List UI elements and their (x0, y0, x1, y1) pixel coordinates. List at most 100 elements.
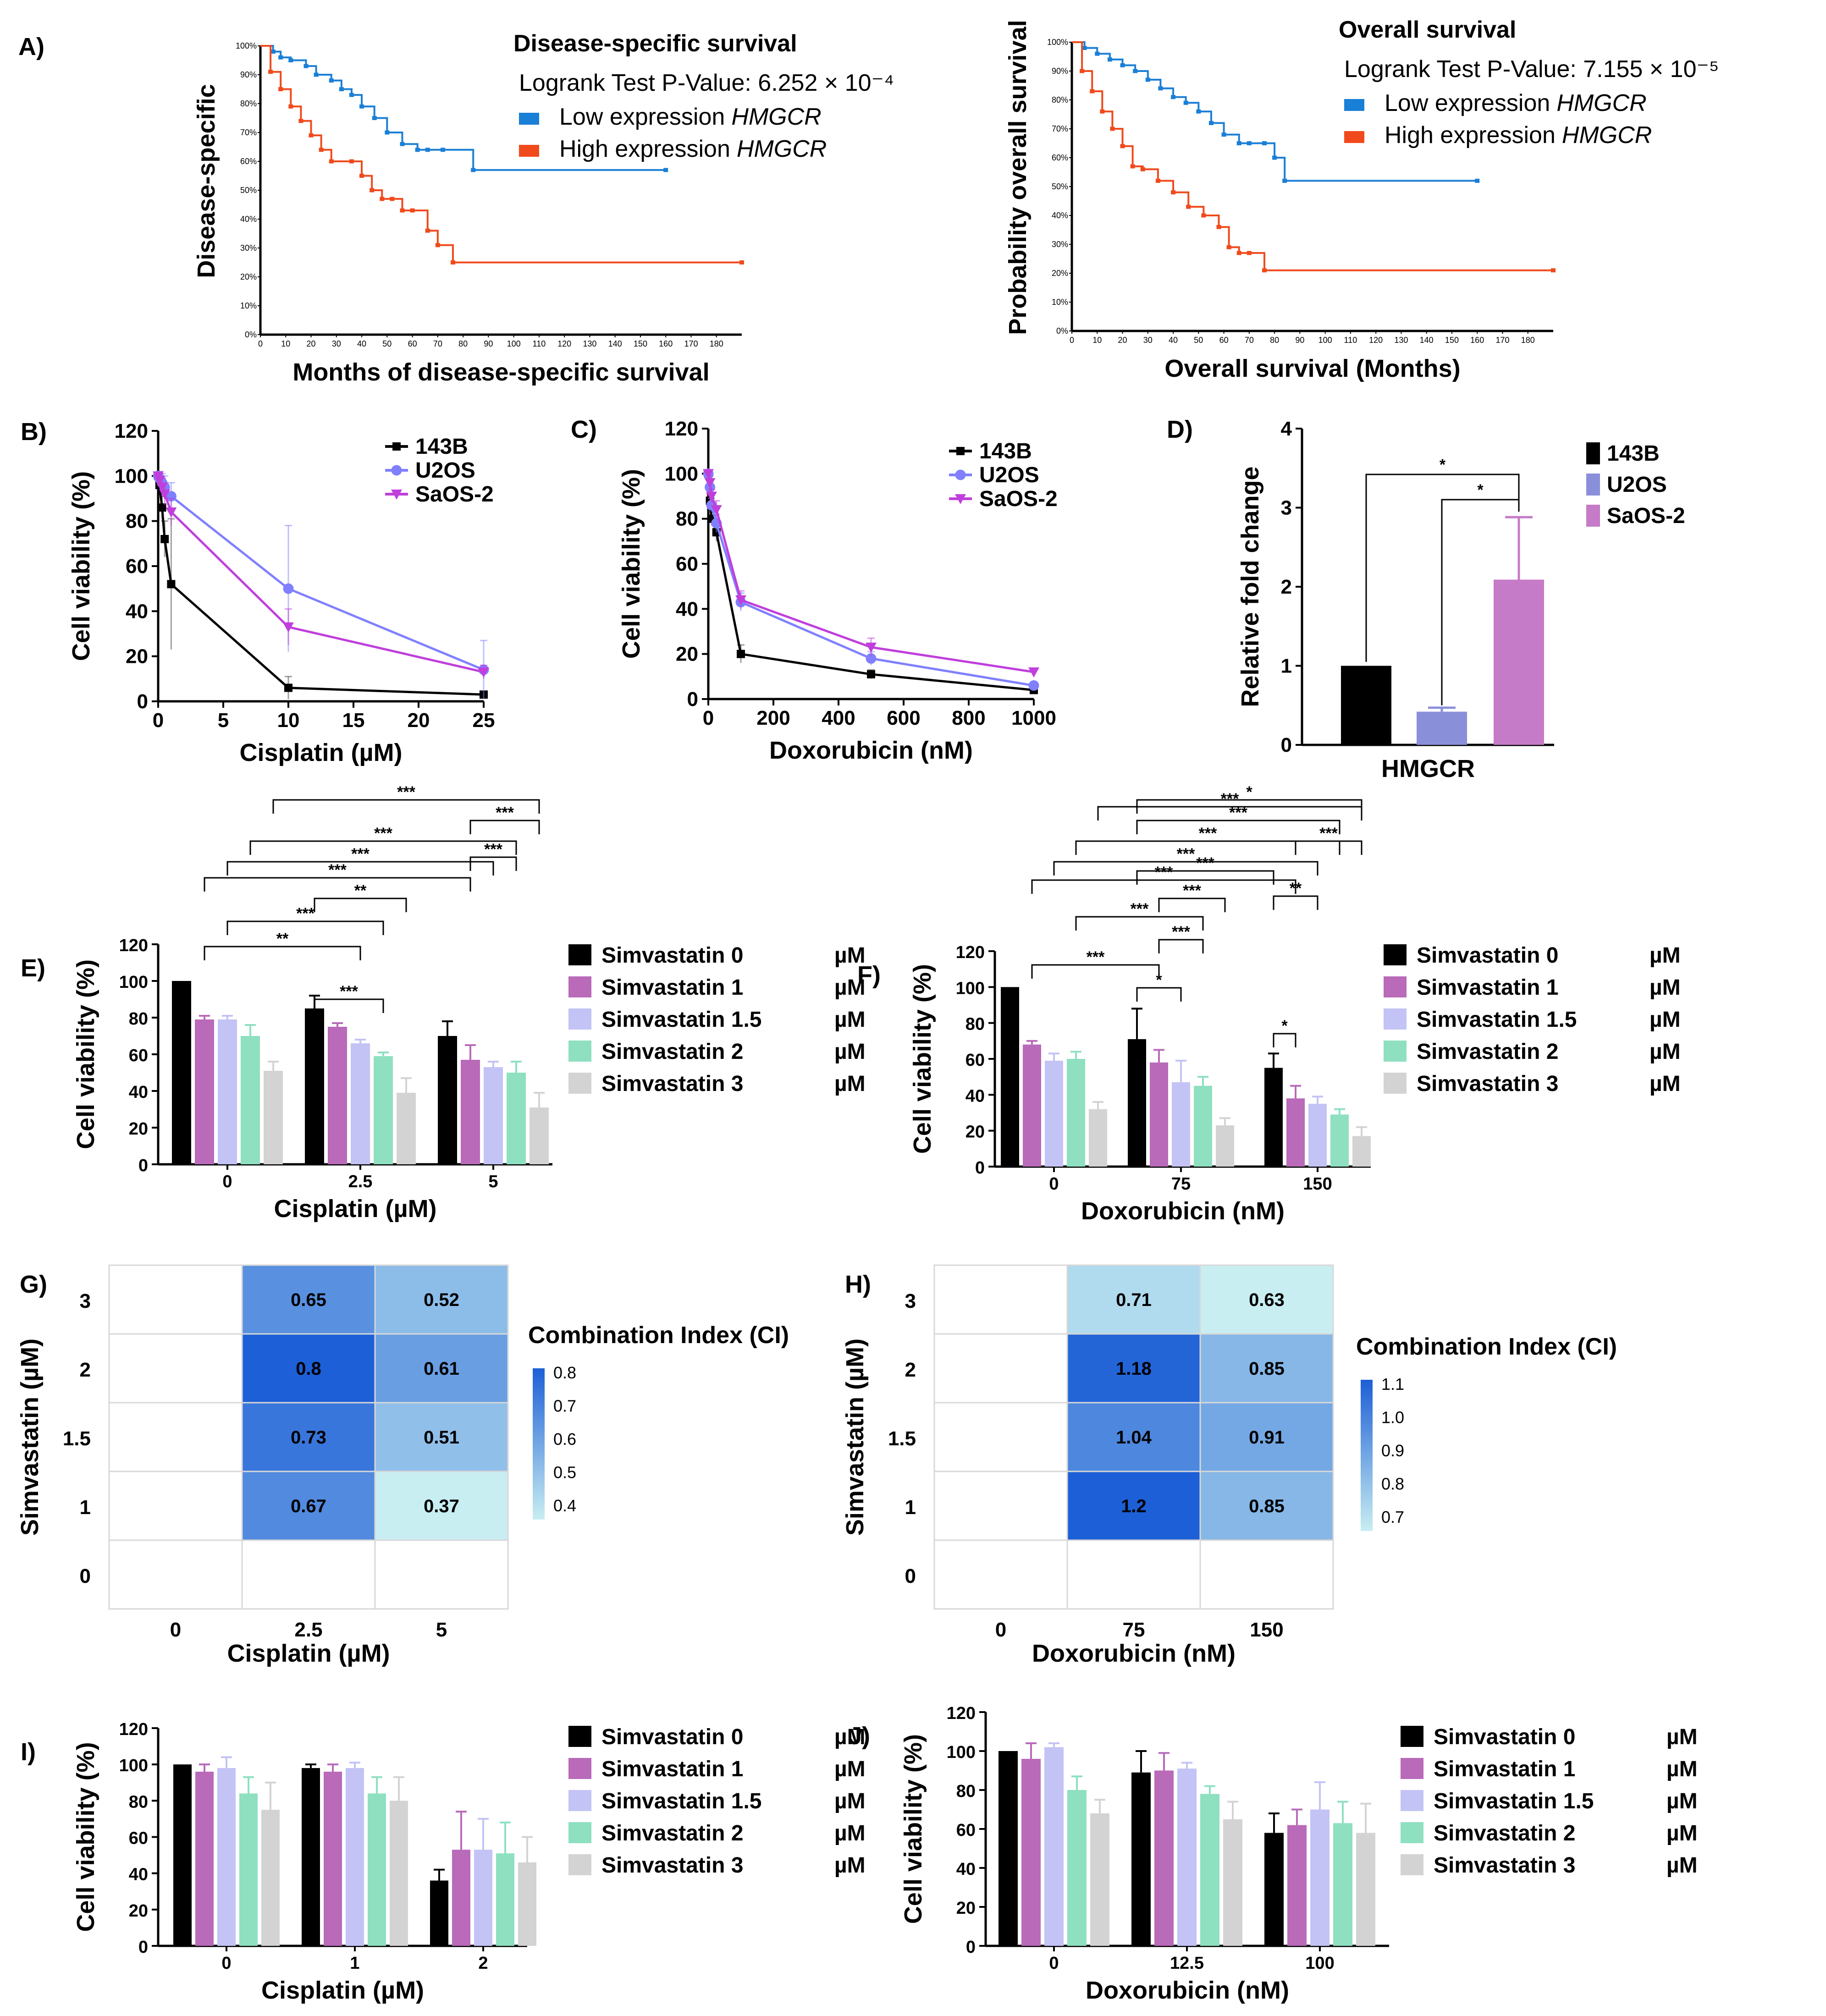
x-tick-label: 0 (703, 707, 714, 729)
grouped-bar-chart-J: J) 0 20 40 60 80 100 120 0 12.5 100 Doxorubicin (nM… (848, 1704, 1698, 2004)
y-axis-title: Simvastatin (µM) (16, 1338, 44, 1536)
y-tick-label: 40 (129, 1865, 148, 1884)
y-tick-label: 100 (665, 463, 698, 485)
x-tick-label: 30 (332, 339, 341, 348)
significance-star: *** (328, 861, 347, 879)
legend-unit: µM (1666, 1821, 1698, 1845)
x-tick-label: 15 (342, 709, 365, 732)
bar (1067, 1790, 1087, 1946)
bar-U2OS (1417, 711, 1467, 745)
data-point (158, 503, 166, 512)
significance-bracket (1075, 840, 1341, 855)
significance-star: * (1281, 1017, 1288, 1035)
y-tick-label: 20% (1052, 269, 1068, 278)
significance-bracket (204, 877, 471, 892)
x-tick-label: 90 (1295, 336, 1304, 345)
x-tick-label: 10 (1092, 336, 1102, 345)
y-tick-label: 60 (129, 1046, 148, 1065)
x-tick-label: 180 (710, 339, 723, 348)
y-tick-label: 20 (129, 1119, 148, 1139)
heatmap-cell (374, 1402, 509, 1472)
bar (1131, 1772, 1151, 1946)
significance-bracket (1295, 840, 1363, 855)
bar (305, 1008, 324, 1164)
x-tick-label: 0 (995, 1619, 1006, 1641)
y-tick-label: 2 (80, 1359, 91, 1381)
legend-unit: µM (834, 943, 866, 968)
legend-label: Low expression (1385, 90, 1550, 116)
data-point (167, 580, 176, 589)
y-tick-label: 2 (905, 1359, 916, 1381)
x-tick-label: 0 (258, 339, 263, 348)
significance-bracket (1031, 879, 1296, 894)
x-tick-label: 5 (436, 1619, 447, 1641)
x-tick-label: 12.5 (1170, 1954, 1204, 1973)
heatmap-cell (1199, 1471, 1334, 1541)
legend-label: Simvastatin 3 (601, 1853, 743, 1878)
x-tick-label: 600 (887, 707, 920, 729)
legend-swatch (1586, 474, 1600, 496)
data-point (711, 505, 722, 515)
colorbar (533, 1368, 545, 1520)
legend-label: 143B (1607, 441, 1660, 466)
logrank-pvalue: Logrank Test P-Value: 7.155 × 10⁻⁵ (1344, 56, 1719, 83)
panel-label: H) (845, 1271, 871, 1298)
legend-swatch (1384, 976, 1407, 997)
grouped-bar-chart-I: I) 0 20 40 60 80 100 120 0 1 2 Cisplatin (µM) Cell v… (21, 1720, 866, 2004)
y-tick-label: 60 (126, 555, 148, 578)
cell-value: 0.52 (424, 1290, 459, 1310)
legend-unit: µM (834, 1821, 866, 1845)
legend-unit: µM (1666, 1853, 1698, 1878)
x-axis-title: Doxorubicin (nM) (1086, 1977, 1289, 2004)
legend-swatch (1401, 1758, 1423, 1779)
colorbar (1361, 1380, 1373, 1531)
legend-swatch (568, 1073, 591, 1094)
legend-marker (956, 447, 965, 455)
legend-label: Simvastatin 0 (601, 1725, 743, 1749)
y-tick-label: 50% (1052, 182, 1068, 191)
bar (1172, 1082, 1190, 1167)
heatmap-cell (241, 1539, 376, 1610)
heatmap-cell (1199, 1333, 1334, 1404)
y-tick-label: 0 (966, 1938, 976, 1957)
y-tick-label: 80 (126, 510, 148, 533)
cell-value: 0.8 (296, 1359, 321, 1379)
data-point (284, 683, 292, 692)
x-tick-label: 1 (350, 1954, 359, 1973)
significance-bracket (204, 946, 361, 960)
legend-label: U2OS (415, 458, 475, 483)
y-tick-label: 0 (905, 1565, 916, 1587)
y-tick-label: 20 (676, 643, 698, 666)
heatmap-cell (374, 1264, 509, 1335)
legend-swatch (568, 1822, 591, 1843)
legend-swatch (1586, 505, 1600, 527)
significance-star: *** (340, 983, 358, 1000)
colorbar-tick-label: 0.7 (553, 1397, 576, 1416)
legend-marker (392, 442, 401, 451)
x-tick-label: 200 (756, 707, 790, 729)
y-tick-label: 10% (1052, 297, 1068, 307)
significance-star: *** (351, 845, 370, 863)
grouped-bar-chart-F: F) 0 20 40 60 80 100 120 0 75 150 Doxorubicin (nM) C… (857, 783, 1681, 1225)
panel-label: G) (20, 1271, 47, 1298)
x-tick-label: 20 (408, 709, 430, 732)
y-tick-label: 40 (956, 1860, 976, 1879)
bar (390, 1801, 408, 1946)
heatmap-cell (1066, 1471, 1201, 1541)
y-tick-label: 120 (119, 936, 148, 955)
data-point (1028, 667, 1039, 678)
y-tick-label: 120 (665, 418, 698, 440)
x-tick-label: 100 (507, 339, 521, 348)
x-tick-label: 75 (1123, 1619, 1145, 1641)
y-tick-label: 90% (1052, 66, 1068, 76)
bar (241, 1036, 260, 1164)
y-tick-label: 100% (236, 41, 257, 50)
legend-swatch (1384, 1041, 1407, 1062)
bar (1287, 1825, 1307, 1946)
x-tick-label: 110 (1344, 336, 1357, 345)
x-tick-label: 160 (659, 339, 673, 348)
bar (1045, 1060, 1063, 1167)
y-axis-title: Cell viability (%) (899, 1734, 927, 1924)
y-axis-title: Cell viability (%) (618, 469, 645, 659)
